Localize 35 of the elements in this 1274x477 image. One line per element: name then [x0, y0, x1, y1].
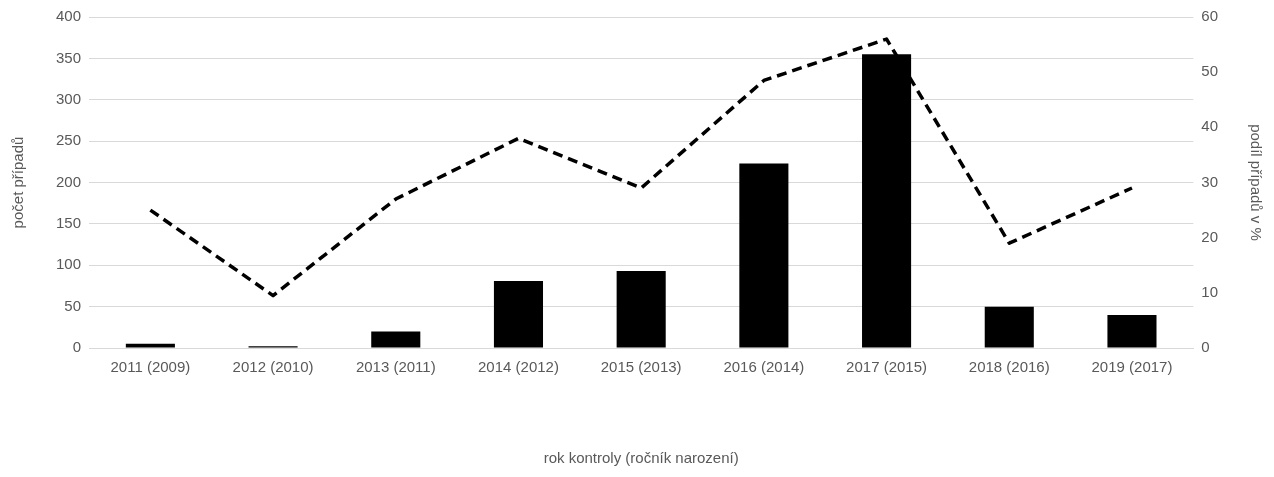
y-tick-label: 350	[56, 48, 82, 66]
y-tick-label: 50	[64, 296, 82, 314]
x-tick-label: 2015 (2013)	[600, 358, 682, 376]
bar	[739, 163, 789, 348]
y-axis-title: počet případů	[9, 136, 27, 229]
y-tick-label: 0	[72, 338, 82, 356]
y-tick-label: 200	[56, 172, 82, 190]
y-tick-label: 150	[56, 214, 82, 232]
bar	[371, 331, 421, 348]
y2-tick-label: 40	[1201, 117, 1218, 135]
x-tick-label: 2018 (2016)	[968, 358, 1050, 376]
y2-tick-label: 50	[1201, 62, 1218, 80]
y-tick-label: 400	[56, 7, 82, 25]
y2-tick-label: 20	[1201, 227, 1218, 245]
bar	[1107, 314, 1157, 348]
y2-tick-label: 60	[1201, 7, 1218, 25]
x-tick-label: 2012 (2010)	[232, 358, 314, 376]
bar	[984, 306, 1034, 348]
x-tick-label: 2017 (2015)	[846, 358, 928, 376]
bar	[125, 343, 175, 348]
y2-tick-label: 10	[1201, 282, 1218, 300]
y-tick-label: 300	[56, 89, 82, 107]
x-tick-label: 2019 (2017)	[1091, 358, 1173, 376]
x-axis-title: rok kontroly (ročník narození)	[543, 449, 739, 467]
bar	[493, 280, 544, 348]
x-tick-label: 2013 (2011)	[355, 358, 436, 376]
y-tick-label: 100	[56, 255, 82, 273]
y2-tick-label: 0	[1201, 338, 1210, 356]
y2-axis-title: podíl případů v %	[1247, 124, 1265, 241]
x-tick-label: 2016 (2014)	[723, 358, 805, 376]
bar	[616, 271, 666, 348]
x-tick-label: 2011 (2009)	[110, 358, 191, 376]
x-tick-label: 2014 (2012)	[478, 358, 559, 376]
y-tick-label: 250	[56, 131, 82, 149]
y2-tick-label: 30	[1201, 172, 1218, 190]
